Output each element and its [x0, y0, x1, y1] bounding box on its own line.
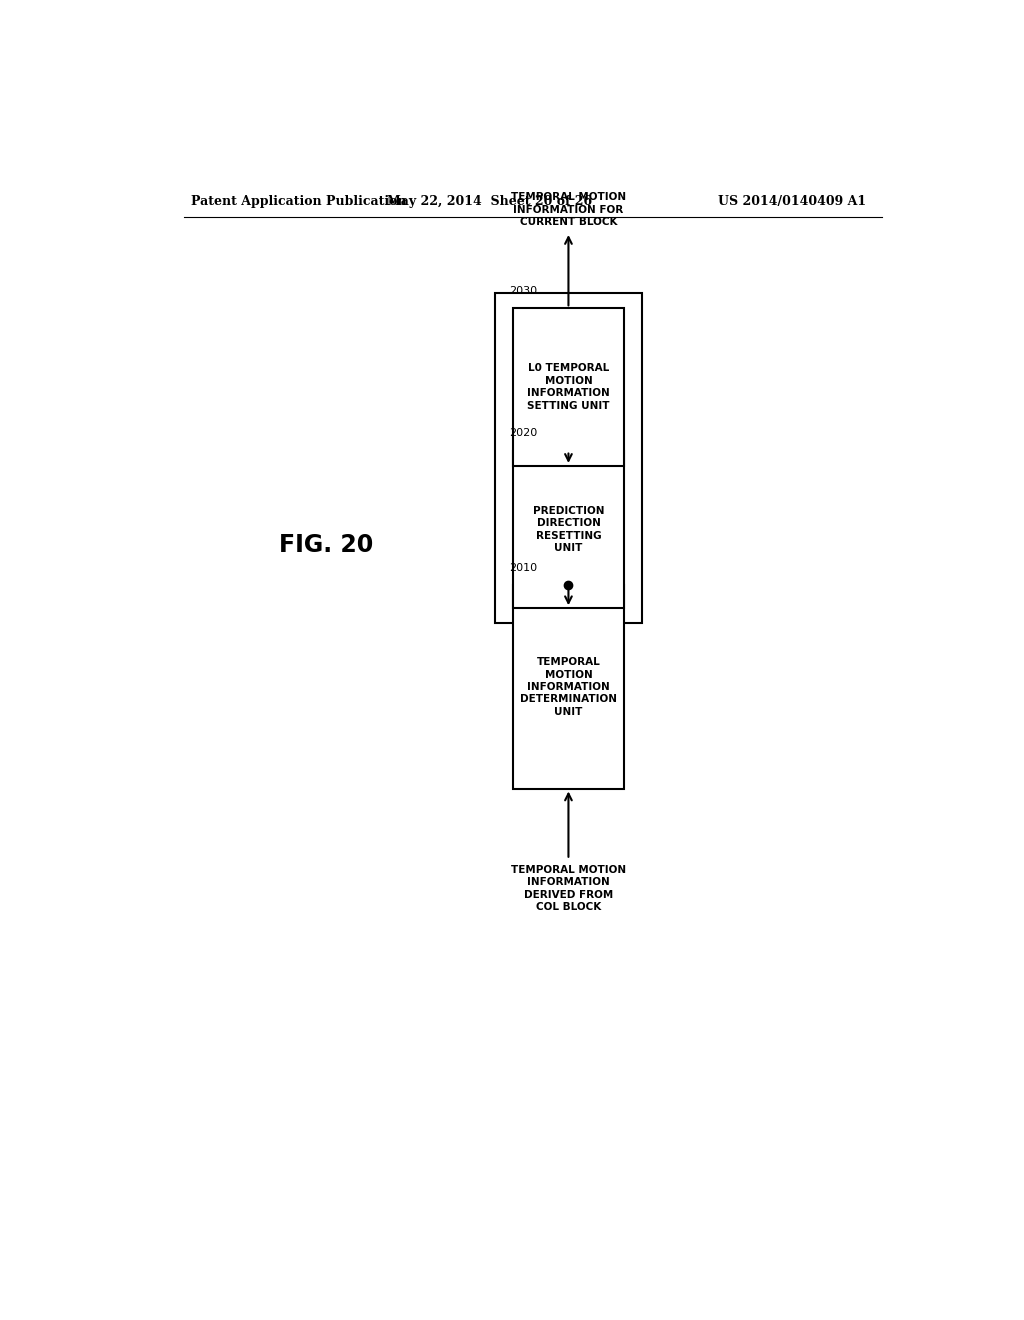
Text: L0 TEMPORAL
MOTION
INFORMATION
SETTING UNIT: L0 TEMPORAL MOTION INFORMATION SETTING U… — [527, 363, 610, 411]
Text: US 2014/0140409 A1: US 2014/0140409 A1 — [718, 194, 866, 207]
Text: 2010: 2010 — [509, 564, 537, 573]
Bar — [495, 293, 642, 623]
Text: TEMPORAL MOTION
INFORMATION
DERIVED FROM
COL BLOCK: TEMPORAL MOTION INFORMATION DERIVED FROM… — [511, 865, 626, 912]
Text: PREDICTION
DIRECTION
RESETTING
UNIT: PREDICTION DIRECTION RESETTING UNIT — [532, 506, 604, 553]
Text: TEMPORAL
MOTION
INFORMATION
DETERMINATION
UNIT: TEMPORAL MOTION INFORMATION DETERMINATIO… — [520, 657, 616, 717]
Text: 2030: 2030 — [509, 286, 537, 296]
Bar — [513, 450, 624, 609]
Bar — [513, 309, 624, 466]
Text: 2020: 2020 — [509, 429, 538, 438]
Text: TEMPORAL MOTION
INFORMATION FOR
CURRENT BLOCK: TEMPORAL MOTION INFORMATION FOR CURRENT … — [511, 193, 626, 227]
Text: Patent Application Publication: Patent Application Publication — [191, 194, 407, 207]
Text: May 22, 2014  Sheet 20 of 26: May 22, 2014 Sheet 20 of 26 — [386, 194, 592, 207]
Text: FIG. 20: FIG. 20 — [280, 533, 374, 557]
Bar — [513, 585, 624, 788]
